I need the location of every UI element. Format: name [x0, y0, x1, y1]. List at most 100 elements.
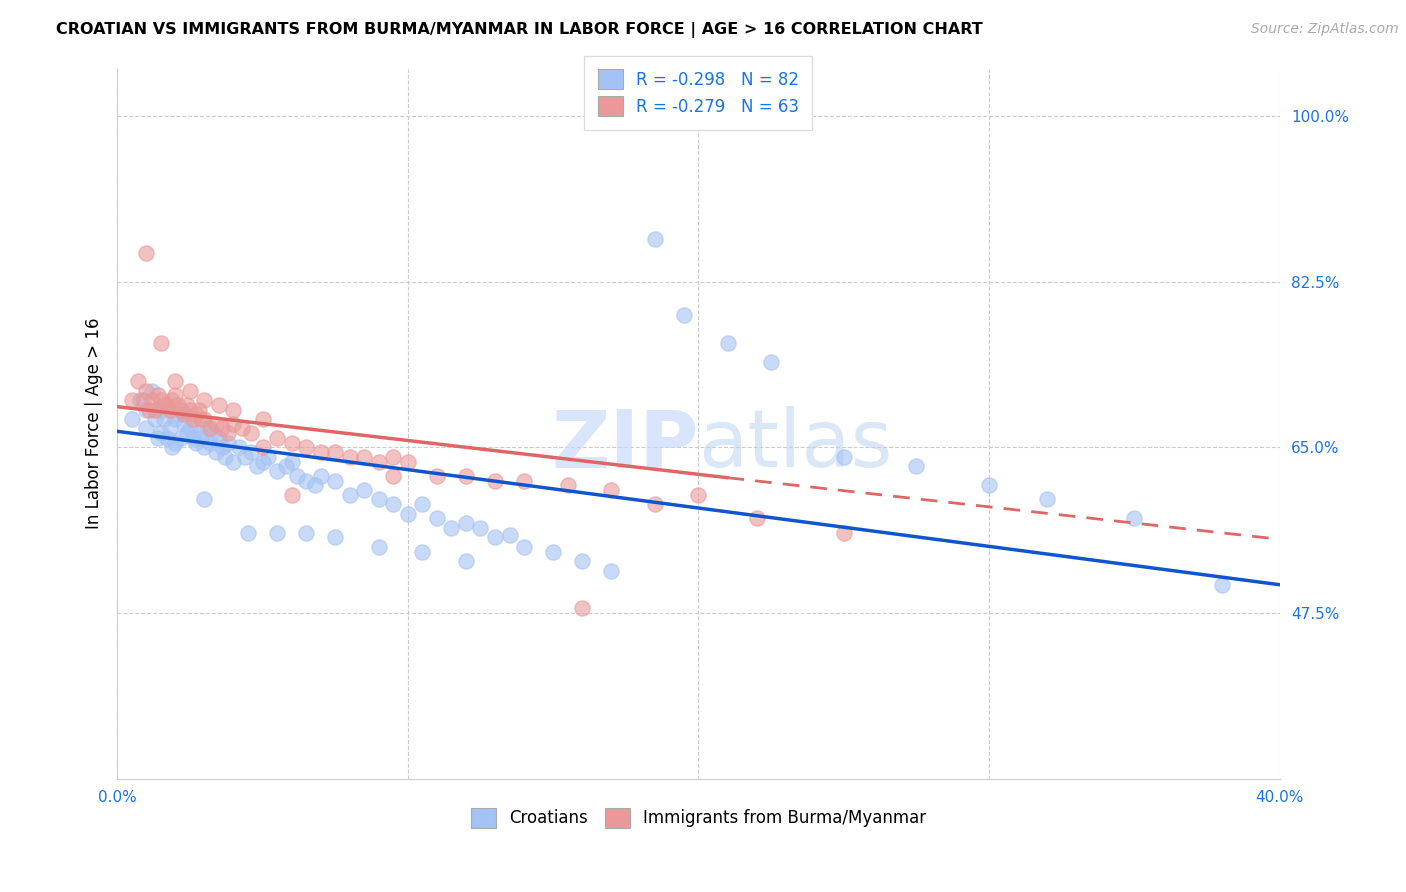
- Point: [672, 308, 695, 322]
- Point: [187, 402, 209, 417]
- Point: [198, 435, 221, 450]
- Point: [266, 431, 288, 445]
- Point: [454, 554, 477, 568]
- Point: [274, 459, 297, 474]
- Point: [396, 507, 419, 521]
- Point: [190, 431, 212, 445]
- Point: [187, 426, 209, 441]
- Point: [162, 441, 184, 455]
- Point: [184, 435, 207, 450]
- Point: [179, 384, 201, 398]
- Point: [222, 454, 245, 468]
- Point: [208, 431, 231, 445]
- Point: [440, 521, 463, 535]
- Point: [141, 392, 163, 407]
- Point: [149, 426, 172, 441]
- Text: atlas: atlas: [699, 406, 893, 484]
- Point: [600, 564, 623, 578]
- Point: [295, 525, 318, 540]
- Point: [498, 527, 520, 541]
- Point: [280, 454, 302, 468]
- Point: [205, 445, 228, 459]
- Point: [252, 412, 274, 426]
- Point: [198, 421, 221, 435]
- Point: [193, 441, 215, 455]
- Point: [193, 392, 215, 407]
- Point: [280, 488, 302, 502]
- Point: [644, 497, 666, 511]
- Point: [152, 398, 174, 412]
- Point: [323, 474, 346, 488]
- Point: [280, 435, 302, 450]
- Point: [426, 468, 449, 483]
- Point: [146, 388, 169, 402]
- Point: [146, 431, 169, 445]
- Point: [252, 441, 274, 455]
- Point: [745, 511, 768, 525]
- Point: [132, 392, 155, 407]
- Point: [176, 426, 198, 441]
- Point: [217, 435, 239, 450]
- Point: [600, 483, 623, 497]
- Point: [287, 468, 309, 483]
- Point: [644, 232, 666, 246]
- Point: [208, 398, 231, 412]
- Point: [222, 417, 245, 431]
- Point: [165, 374, 187, 388]
- Point: [454, 468, 477, 483]
- Point: [135, 246, 157, 260]
- Point: [1211, 578, 1233, 592]
- Point: [233, 450, 256, 464]
- Point: [309, 445, 332, 459]
- Point: [167, 407, 190, 421]
- Point: [181, 412, 204, 426]
- Point: [257, 450, 280, 464]
- Point: [905, 459, 928, 474]
- Point: [977, 478, 1000, 492]
- Point: [367, 492, 389, 507]
- Point: [339, 450, 361, 464]
- Point: [470, 521, 492, 535]
- Point: [202, 426, 225, 441]
- Point: [411, 544, 433, 558]
- Point: [190, 412, 212, 426]
- Point: [571, 601, 593, 615]
- Point: [759, 355, 782, 369]
- Point: [295, 474, 318, 488]
- Point: [513, 540, 536, 554]
- Point: [228, 441, 250, 455]
- Point: [484, 474, 506, 488]
- Point: [266, 525, 288, 540]
- Point: [179, 402, 201, 417]
- Point: [367, 540, 389, 554]
- Point: [382, 468, 405, 483]
- Point: [541, 544, 564, 558]
- Point: [557, 478, 579, 492]
- Point: [205, 417, 228, 431]
- Point: [193, 412, 215, 426]
- Point: [173, 417, 195, 431]
- Point: [323, 445, 346, 459]
- Point: [211, 441, 233, 455]
- Point: [295, 441, 318, 455]
- Point: [339, 488, 361, 502]
- Point: [211, 421, 233, 435]
- Point: [688, 488, 710, 502]
- Point: [367, 454, 389, 468]
- Point: [135, 421, 157, 435]
- Point: [149, 392, 172, 407]
- Point: [165, 388, 187, 402]
- Point: [129, 392, 152, 407]
- Point: [382, 450, 405, 464]
- Legend: Croatians, Immigrants from Burma/Myanmar: Croatians, Immigrants from Burma/Myanmar: [464, 801, 932, 835]
- Point: [135, 384, 157, 398]
- Point: [170, 431, 193, 445]
- Point: [239, 445, 262, 459]
- Point: [152, 412, 174, 426]
- Point: [155, 398, 177, 412]
- Point: [193, 492, 215, 507]
- Point: [571, 554, 593, 568]
- Point: [138, 402, 160, 417]
- Text: CROATIAN VS IMMIGRANTS FROM BURMA/MYANMAR IN LABOR FORCE | AGE > 16 CORRELATION : CROATIAN VS IMMIGRANTS FROM BURMA/MYANMA…: [56, 22, 983, 38]
- Point: [217, 426, 239, 441]
